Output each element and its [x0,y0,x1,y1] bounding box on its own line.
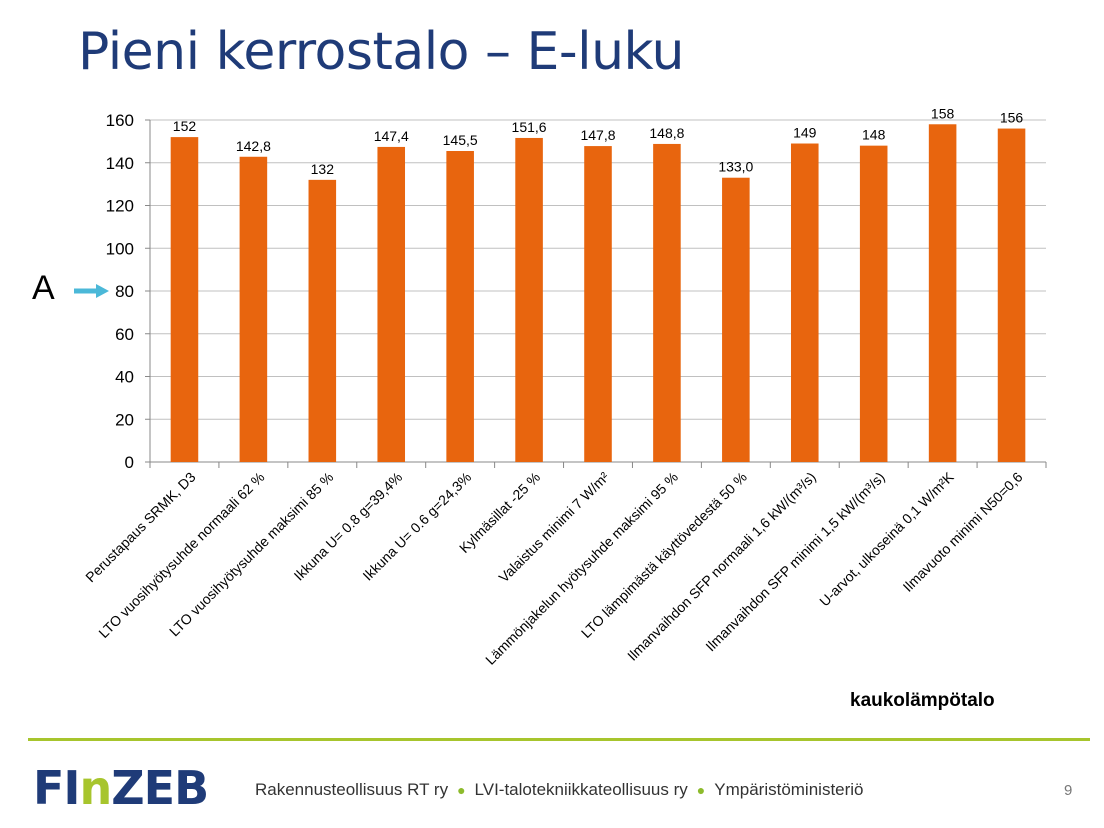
y-tick-label: 40 [115,368,134,387]
data-label: 147,4 [374,128,409,144]
y-tick-label: 120 [106,197,134,216]
bar [722,177,750,462]
data-label: 133,0 [718,159,753,175]
category-label: U-arvot, ulkoseinä 0,1 W/m²K [816,468,957,609]
data-label: 149 [793,125,817,141]
data-label: 158 [931,105,955,121]
y-tick-label: 100 [106,239,134,258]
bar [239,156,268,462]
category-label: Perustapaus SRMK, D3 [82,469,199,586]
footer-org: LVI-talotekniikkateollisuus ry [474,780,688,799]
data-label: 152 [173,118,197,134]
y-tick-label: 60 [115,325,134,344]
bar [997,128,1026,463]
bar [515,137,543,462]
y-tick-label: 160 [106,111,134,130]
right-arrow-icon [74,284,109,298]
data-label: 148,8 [649,125,684,141]
bar [170,137,199,462]
slide-title: Pieni kerrostalo – E-luku [78,22,685,82]
y-tick-label: 0 [125,453,134,472]
reference-marker-label: A [32,269,55,307]
bar-chart: 0 20 40 60 80 100 120 140 160 152 Perustapaus SRMK… [82,105,1047,668]
bar [790,143,819,462]
data-label: 151,6 [512,119,547,135]
bar [308,179,337,462]
data-label: 148 [862,127,886,143]
data-label: 145,5 [443,132,478,148]
bar [446,150,474,462]
bar [377,146,406,462]
category-label: Ilmavuoto minimi N50=0,6 [900,469,1026,595]
y-tick-label: 140 [106,154,134,173]
footer-organizations: Rakennusteollisuus RT ry ● LVI-talotekni… [255,780,864,800]
chart-note: kaukolämpötalo [850,690,995,711]
footer-org: Ympäristöministeriö [714,780,864,799]
data-label: 156 [1000,110,1024,126]
bar [859,145,888,462]
y-tick-label: 80 [115,282,134,301]
footer-org: Rakennusteollisuus RT ry [255,780,449,799]
footer-divider [28,738,1090,741]
bullet-icon: ● [696,782,706,798]
category-label: Valaistus minimi 7 W/m² [495,469,612,586]
bar [928,124,957,463]
data-label: 132 [311,161,335,177]
bar [653,143,681,462]
data-label: 147,8 [580,127,615,143]
finzeb-logo: FInZEB [33,761,209,815]
bullet-icon: ● [457,782,466,798]
y-tick-label: 20 [115,410,134,429]
data-label: 142,8 [236,138,271,154]
bar [584,146,612,462]
page-number: 9 [1064,782,1073,799]
